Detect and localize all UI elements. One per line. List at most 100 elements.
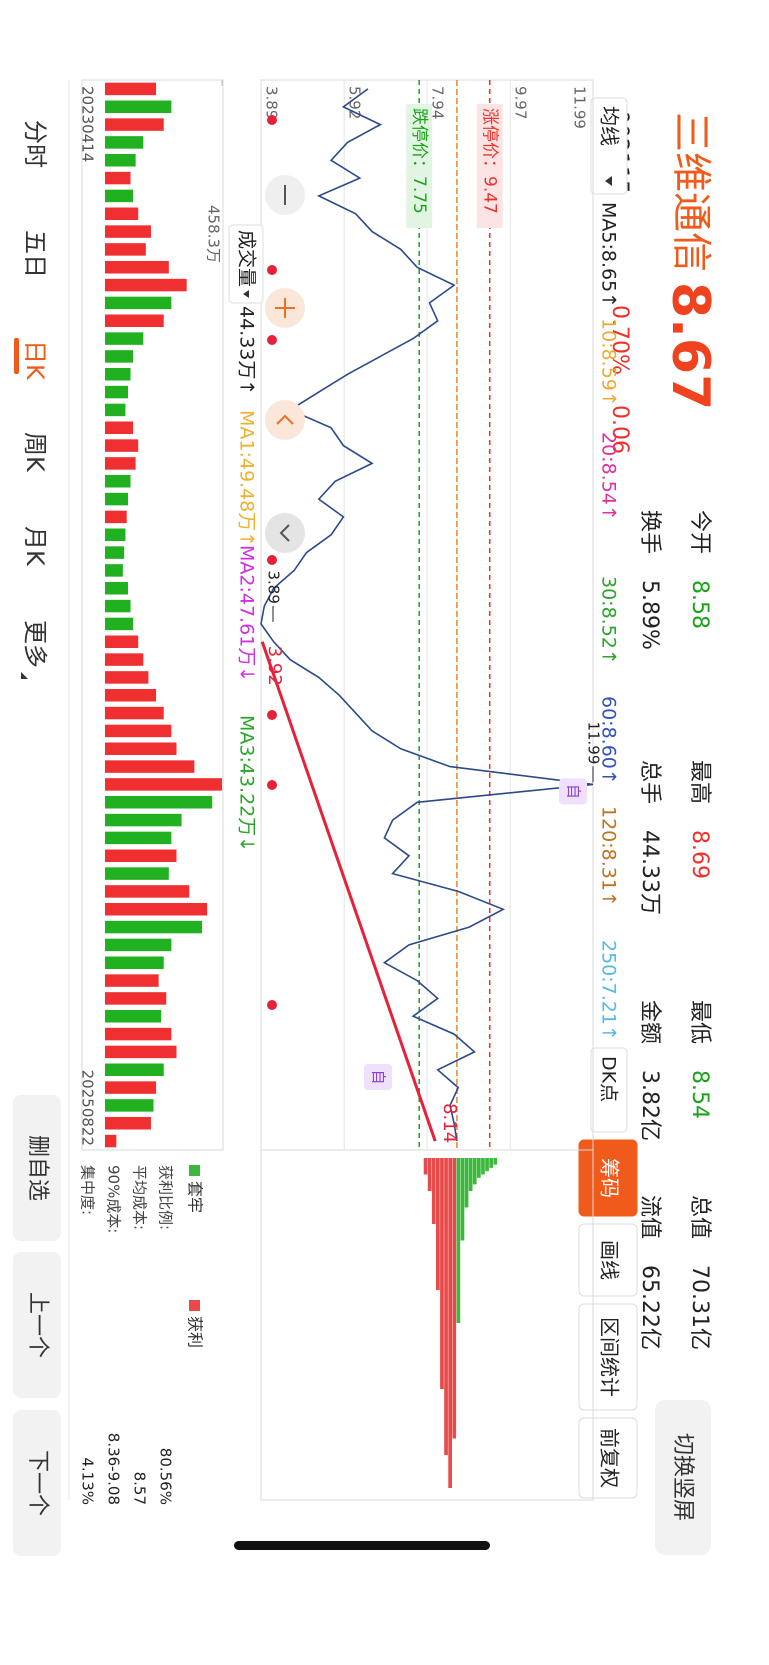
stat-label: 流值 xyxy=(637,1195,662,1239)
volume-bar xyxy=(105,671,149,684)
limit-label: 涨停价：9.47 xyxy=(480,108,500,214)
volume-bar xyxy=(104,724,172,738)
y-tick-label: 9.97 xyxy=(512,86,530,119)
volume-bar xyxy=(104,385,128,399)
volume-bar xyxy=(104,599,131,613)
dropdown-arrow xyxy=(605,176,612,186)
indicator-select[interactable] xyxy=(590,97,628,195)
volume-bar xyxy=(105,1045,177,1059)
chip-stat-label: 集中度: xyxy=(79,1165,97,1215)
self-marker: 自 xyxy=(565,784,583,799)
y-tick-label: 3.89 xyxy=(263,86,281,119)
chart-control[interactable] xyxy=(265,513,305,553)
volume-bar xyxy=(104,760,195,773)
legend-label: 套牢 xyxy=(186,1181,205,1213)
chip-bar xyxy=(477,1158,481,1178)
volume-panel xyxy=(81,79,224,1151)
change: 0.06 xyxy=(607,405,632,454)
chip-bar xyxy=(423,1158,428,1175)
volume-bar xyxy=(104,368,131,381)
chip-bar xyxy=(448,1158,453,1488)
volume-bar xyxy=(105,243,146,256)
volume-ma: MA2:47.61万↓ xyxy=(236,545,258,682)
volume-bar xyxy=(105,689,157,702)
action-button[interactable] xyxy=(13,1252,61,1398)
volume-bar xyxy=(104,938,172,952)
tool-label: 前复权 xyxy=(598,1428,622,1488)
limit-label-bg xyxy=(476,104,503,228)
stat-value: 8.54 xyxy=(687,1070,712,1119)
period-tab: 日K xyxy=(21,340,49,381)
action-button[interactable] xyxy=(13,1410,61,1556)
volume-bar xyxy=(104,475,131,488)
volume-bar xyxy=(104,974,159,987)
drawing-handle xyxy=(267,335,277,345)
chip-bar xyxy=(472,1158,477,1185)
ma-text: 60:8.60↑ xyxy=(598,696,620,785)
volume-bar xyxy=(104,207,139,220)
dropdown-arrow xyxy=(243,290,249,298)
x-tick-label: 20230414 xyxy=(79,86,97,162)
volume-bar xyxy=(104,403,126,417)
home-indicator xyxy=(234,1541,490,1550)
volume-bar xyxy=(105,1081,157,1094)
stat-label: 换手 xyxy=(637,510,662,554)
action-button[interactable] xyxy=(13,1095,61,1241)
dk-button[interactable] xyxy=(590,1047,628,1133)
ma-text: 120:8.31↑ xyxy=(598,806,620,907)
drawing-handle xyxy=(267,710,277,720)
volume-select[interactable] xyxy=(228,224,264,304)
volume-bar xyxy=(104,100,172,113)
volume-bar xyxy=(104,617,134,631)
toggle-button[interactable] xyxy=(655,1400,711,1555)
volume-bar xyxy=(105,225,151,238)
volume-bar xyxy=(105,332,144,345)
ma-text: 250:7.21↑ xyxy=(598,940,620,1041)
toggle-label: 切换竖屏 xyxy=(670,1433,695,1521)
drawing-handle xyxy=(267,555,277,565)
volume-bar xyxy=(104,992,167,1005)
volume-bar xyxy=(105,849,177,862)
volume-bar xyxy=(104,1010,162,1023)
volume-bar xyxy=(105,136,144,149)
ma-text: 30:8.52↑ xyxy=(598,576,620,665)
volume-bar xyxy=(104,261,169,274)
chip-bar xyxy=(468,1158,473,1191)
volume-bar xyxy=(104,706,164,720)
volume-bar xyxy=(105,885,190,898)
volume-bar xyxy=(104,421,134,434)
limit-label-bg xyxy=(406,104,433,228)
chip-bar xyxy=(481,1158,485,1175)
volume-bar xyxy=(104,171,131,185)
chip-stat-value: 80.56% xyxy=(157,1448,175,1505)
chip-bar xyxy=(444,1158,448,1455)
volume-bar xyxy=(104,118,164,131)
chip-stat-label: 90%成本: xyxy=(105,1165,123,1233)
volume-bar xyxy=(105,653,144,666)
volume-bar xyxy=(104,635,139,648)
volume-ma: MA1:49.48万↑ xyxy=(236,410,258,547)
chip-stat-value: 8.57 xyxy=(131,1472,149,1505)
tool-label: 画线 xyxy=(598,1240,622,1280)
control-icon xyxy=(275,298,295,318)
stat-value: 3.82亿 xyxy=(637,1070,662,1141)
ma-text: MA5:8.65↑ xyxy=(598,202,620,308)
control-icon xyxy=(279,524,290,542)
volume-bar xyxy=(105,546,125,559)
stock-price: 8.67 xyxy=(660,282,720,410)
action-label: 删自选 xyxy=(25,1135,50,1201)
chart-control[interactable] xyxy=(265,400,305,440)
volume-bar xyxy=(104,314,164,327)
volume-bar xyxy=(104,439,139,452)
volume-bar xyxy=(104,867,169,880)
drawing-handle xyxy=(267,115,277,125)
action-label: 上一个 xyxy=(25,1292,50,1358)
period-tab: 五日 xyxy=(21,230,49,278)
chip-stat-label: 平均成本: xyxy=(131,1165,149,1230)
volume-bar xyxy=(105,903,208,916)
indicator-label: 均线 xyxy=(598,106,622,146)
x-tick-label: 20250822 xyxy=(79,1070,97,1146)
